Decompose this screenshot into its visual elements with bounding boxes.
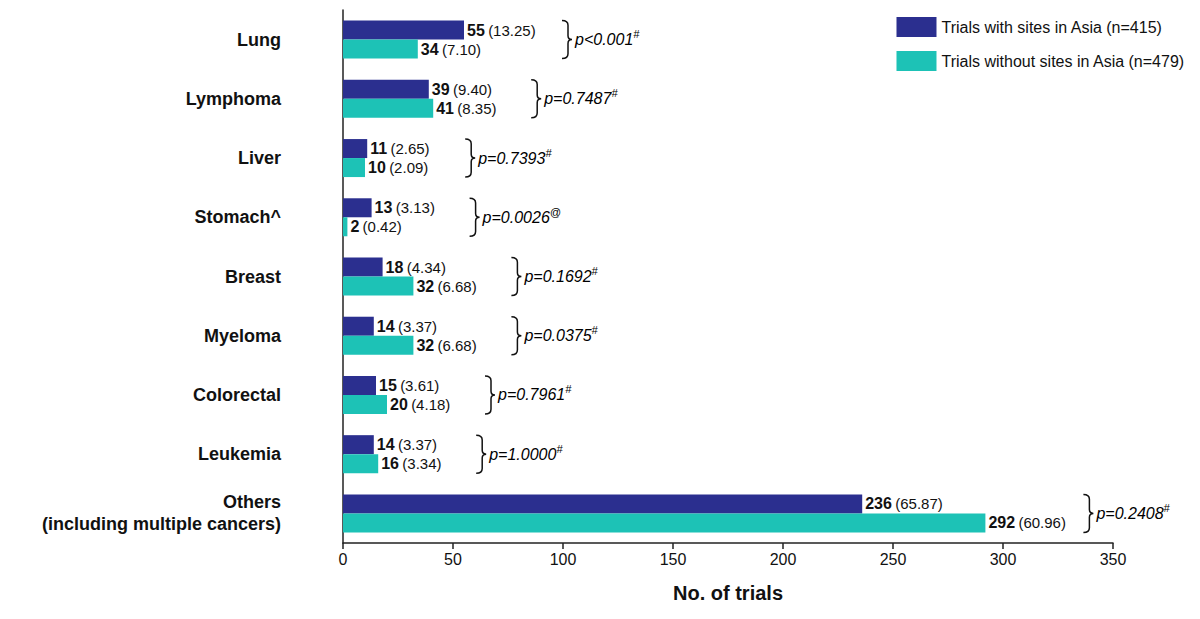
svg-text:2: 2: [350, 218, 359, 235]
svg-text:Leukemia: Leukemia: [198, 444, 282, 464]
svg-text:(60.96): (60.96): [1018, 514, 1066, 531]
svg-text:10: 10: [368, 159, 386, 176]
svg-text:55: 55: [467, 22, 485, 39]
svg-text:20: 20: [390, 396, 408, 413]
svg-text:(7.10): (7.10): [442, 41, 481, 58]
svg-text:15: 15: [379, 377, 397, 394]
svg-text:Lymphoma: Lymphoma: [186, 89, 282, 109]
svg-text:(3.37): (3.37): [398, 436, 437, 453]
svg-text:p<0.001: p<0.001: [574, 31, 633, 48]
svg-text:No. of trials: No. of trials: [673, 582, 783, 604]
svg-text:Trials with sites in Asia (n=4: Trials with sites in Asia (n=415): [941, 19, 1161, 36]
svg-text:#: #: [1164, 502, 1171, 514]
svg-text:@: @: [550, 206, 561, 218]
svg-text:Stomach^: Stomach^: [194, 207, 281, 227]
svg-text:18: 18: [386, 259, 404, 276]
svg-text:150: 150: [660, 551, 687, 568]
svg-text:200: 200: [770, 551, 797, 568]
svg-text:14: 14: [377, 436, 395, 453]
svg-text:(0.42): (0.42): [363, 218, 402, 235]
svg-text:100: 100: [550, 551, 577, 568]
svg-text:300: 300: [990, 551, 1017, 568]
svg-text:32: 32: [416, 337, 434, 354]
svg-text:#: #: [556, 443, 563, 455]
svg-text:(3.34): (3.34): [402, 455, 441, 472]
svg-text:(3.13): (3.13): [396, 199, 435, 216]
svg-text:350: 350: [1100, 551, 1127, 568]
svg-text:(6.68): (6.68): [438, 337, 477, 354]
svg-text:#: #: [633, 28, 640, 40]
svg-text:50: 50: [444, 551, 462, 568]
svg-text:292: 292: [988, 514, 1015, 531]
svg-text:16: 16: [381, 455, 399, 472]
svg-text:#: #: [565, 383, 572, 395]
svg-text:(8.35): (8.35): [457, 100, 496, 117]
svg-text:13: 13: [375, 199, 393, 216]
svg-text:#: #: [611, 87, 618, 99]
svg-text:Colorectal: Colorectal: [193, 385, 281, 405]
svg-text:(9.40): (9.40): [453, 81, 492, 98]
svg-text:(2.65): (2.65): [390, 140, 429, 157]
svg-text:p=1.0000: p=1.0000: [488, 446, 556, 463]
svg-text:(4.18): (4.18): [411, 396, 450, 413]
svg-text:(4.34): (4.34): [407, 259, 446, 276]
svg-text:(2.09): (2.09): [389, 159, 428, 176]
svg-text:(6.68): (6.68): [438, 278, 477, 295]
svg-text:(3.61): (3.61): [400, 377, 439, 394]
svg-text:39: 39: [432, 81, 450, 98]
svg-text:p=0.2408: p=0.2408: [1095, 505, 1163, 522]
svg-text:0: 0: [339, 551, 348, 568]
svg-text:236: 236: [865, 495, 892, 512]
svg-text:(65.87): (65.87): [895, 495, 943, 512]
svg-text:Liver: Liver: [238, 148, 281, 168]
svg-text:(13.25): (13.25): [488, 22, 536, 39]
svg-text:p=0.7487: p=0.7487: [543, 90, 612, 107]
svg-text:250: 250: [880, 551, 907, 568]
svg-text:#: #: [592, 265, 599, 277]
svg-text:#: #: [545, 147, 552, 159]
svg-text:p=0.0026: p=0.0026: [482, 209, 550, 226]
svg-text:Lung: Lung: [237, 30, 281, 50]
svg-text:34: 34: [421, 41, 439, 58]
svg-text:Myeloma: Myeloma: [204, 326, 282, 346]
svg-text:14: 14: [377, 318, 395, 335]
svg-text:p=0.7961: p=0.7961: [497, 386, 565, 403]
svg-text:p=0.0375: p=0.0375: [523, 327, 591, 344]
svg-text:p=0.7393: p=0.7393: [477, 150, 545, 167]
svg-text:p=0.1692: p=0.1692: [523, 268, 591, 285]
svg-text:Trials without sites in Asia (: Trials without sites in Asia (n=479): [941, 53, 1184, 70]
svg-text:#: #: [592, 324, 599, 336]
svg-text:Breast: Breast: [225, 267, 281, 287]
svg-text:41: 41: [436, 100, 454, 117]
svg-text:32: 32: [416, 278, 434, 295]
svg-text:11: 11: [370, 140, 387, 157]
svg-text:Others: Others: [223, 492, 281, 512]
svg-text:(including multiple cancers): (including multiple cancers): [42, 514, 281, 534]
svg-text:(3.37): (3.37): [398, 318, 437, 335]
